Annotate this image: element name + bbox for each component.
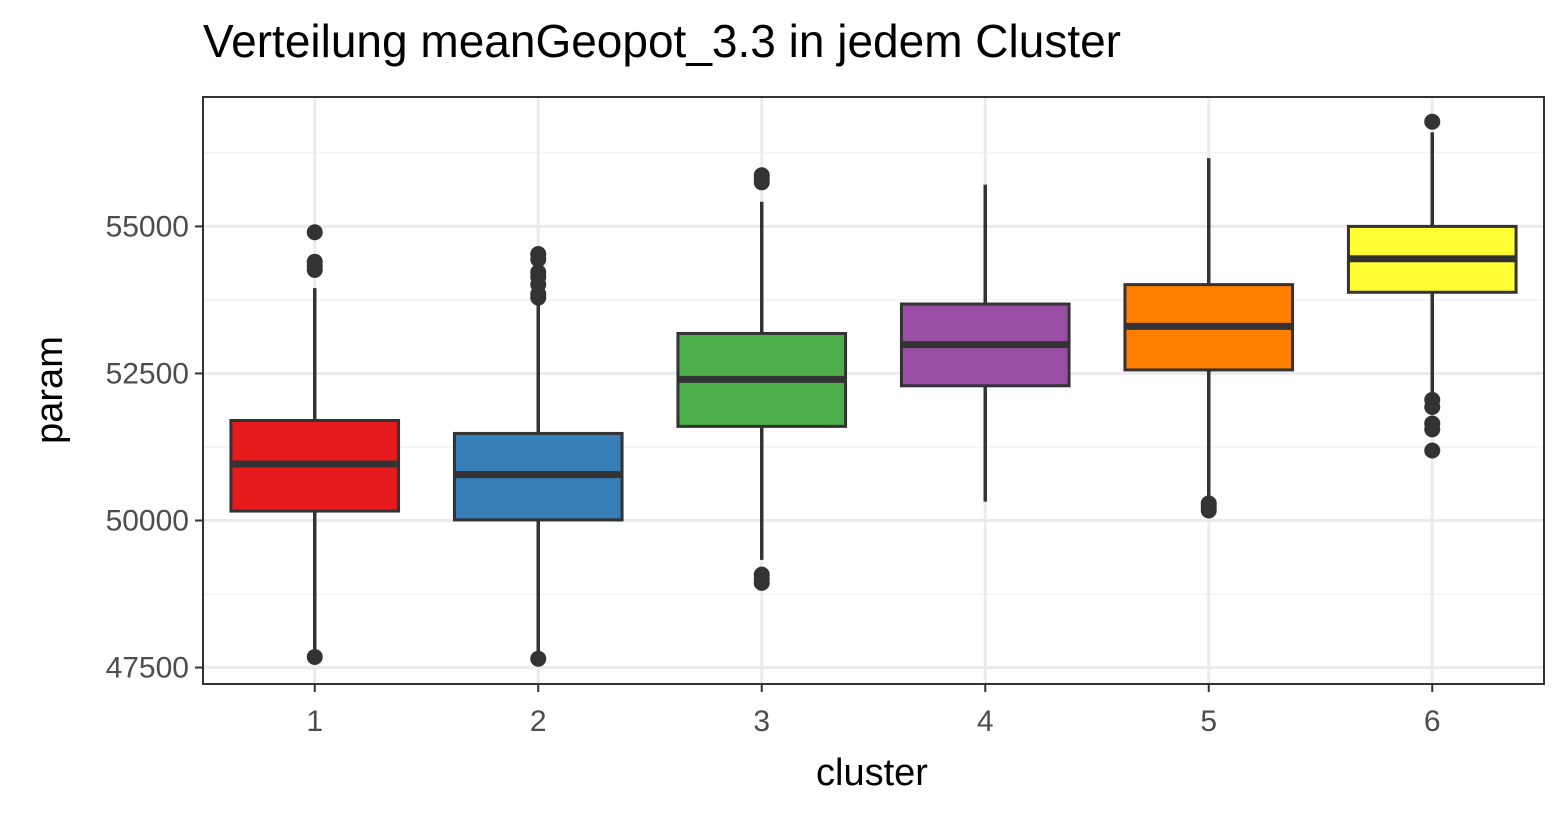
- outlier-point: [306, 253, 323, 270]
- x-tick-label: 5: [1200, 705, 1217, 738]
- box-cluster-3: [676, 167, 848, 591]
- outlier-point: [753, 566, 770, 583]
- outlier-point: [530, 650, 547, 667]
- chart-title: Verteilung meanGeopot_3.3 in jedem Clust…: [203, 15, 1122, 67]
- y-tick-label: 50000: [106, 504, 189, 537]
- axes-layer: 47500 50000 52500 55000 1 2 3 4 5 6: [106, 210, 1441, 738]
- outlier-point: [1200, 495, 1217, 512]
- x-tick-label: 6: [1424, 705, 1441, 738]
- outlier-point: [1424, 391, 1441, 408]
- outlier-point: [530, 264, 547, 281]
- box-cluster-2: [452, 246, 624, 667]
- x-tick-label: 4: [977, 705, 994, 738]
- box-cluster-5: [1123, 158, 1295, 519]
- panel-border: [202, 96, 1545, 685]
- x-axis-title: cluster: [816, 752, 928, 794]
- outlier-point: [306, 648, 323, 665]
- y-tick-label: 47500: [106, 652, 189, 685]
- x-tick-label: 3: [753, 705, 770, 738]
- y-tick-label: 52500: [106, 357, 189, 390]
- outlier-point: [306, 224, 323, 241]
- outlier-point: [753, 167, 770, 184]
- y-axis-title: param: [29, 336, 71, 444]
- y-tick-label: 55000: [106, 210, 189, 243]
- box-cluster-6: [1346, 113, 1518, 459]
- grid-layer: [203, 97, 1544, 684]
- box-cluster-4: [899, 184, 1071, 502]
- outlier-point: [530, 246, 547, 263]
- box-cluster-1: [229, 224, 401, 665]
- boxes-layer: [229, 113, 1518, 667]
- x-tick-label: 2: [530, 705, 547, 738]
- x-tick-label: 1: [306, 705, 323, 738]
- outlier-point: [1424, 415, 1441, 432]
- outlier-point: [1424, 442, 1441, 459]
- outlier-point: [1424, 113, 1441, 130]
